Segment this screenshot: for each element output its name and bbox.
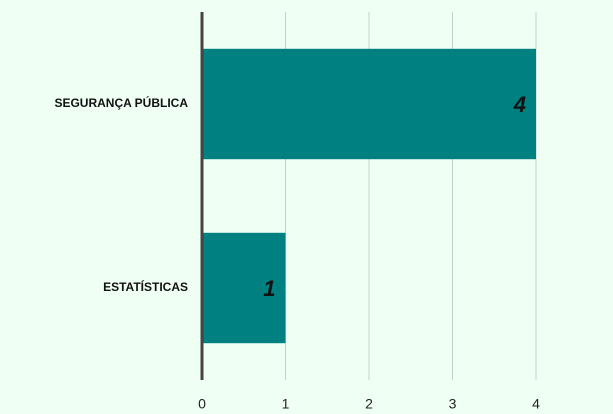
- x-tick-label: 3: [449, 396, 457, 412]
- bar: [202, 232, 286, 344]
- data-label: 1: [263, 276, 275, 301]
- bar: [202, 48, 536, 160]
- x-tick-label: 4: [532, 396, 540, 412]
- y-tick-label: SEGURANÇA PÚBLICA: [54, 95, 188, 110]
- x-tick-label: 1: [282, 396, 290, 412]
- data-label: 4: [513, 92, 526, 117]
- x-tick-label: 2: [365, 396, 373, 412]
- x-tick-label: 0: [198, 396, 206, 412]
- y-tick-label: ESTATÍSTICAS: [103, 279, 188, 294]
